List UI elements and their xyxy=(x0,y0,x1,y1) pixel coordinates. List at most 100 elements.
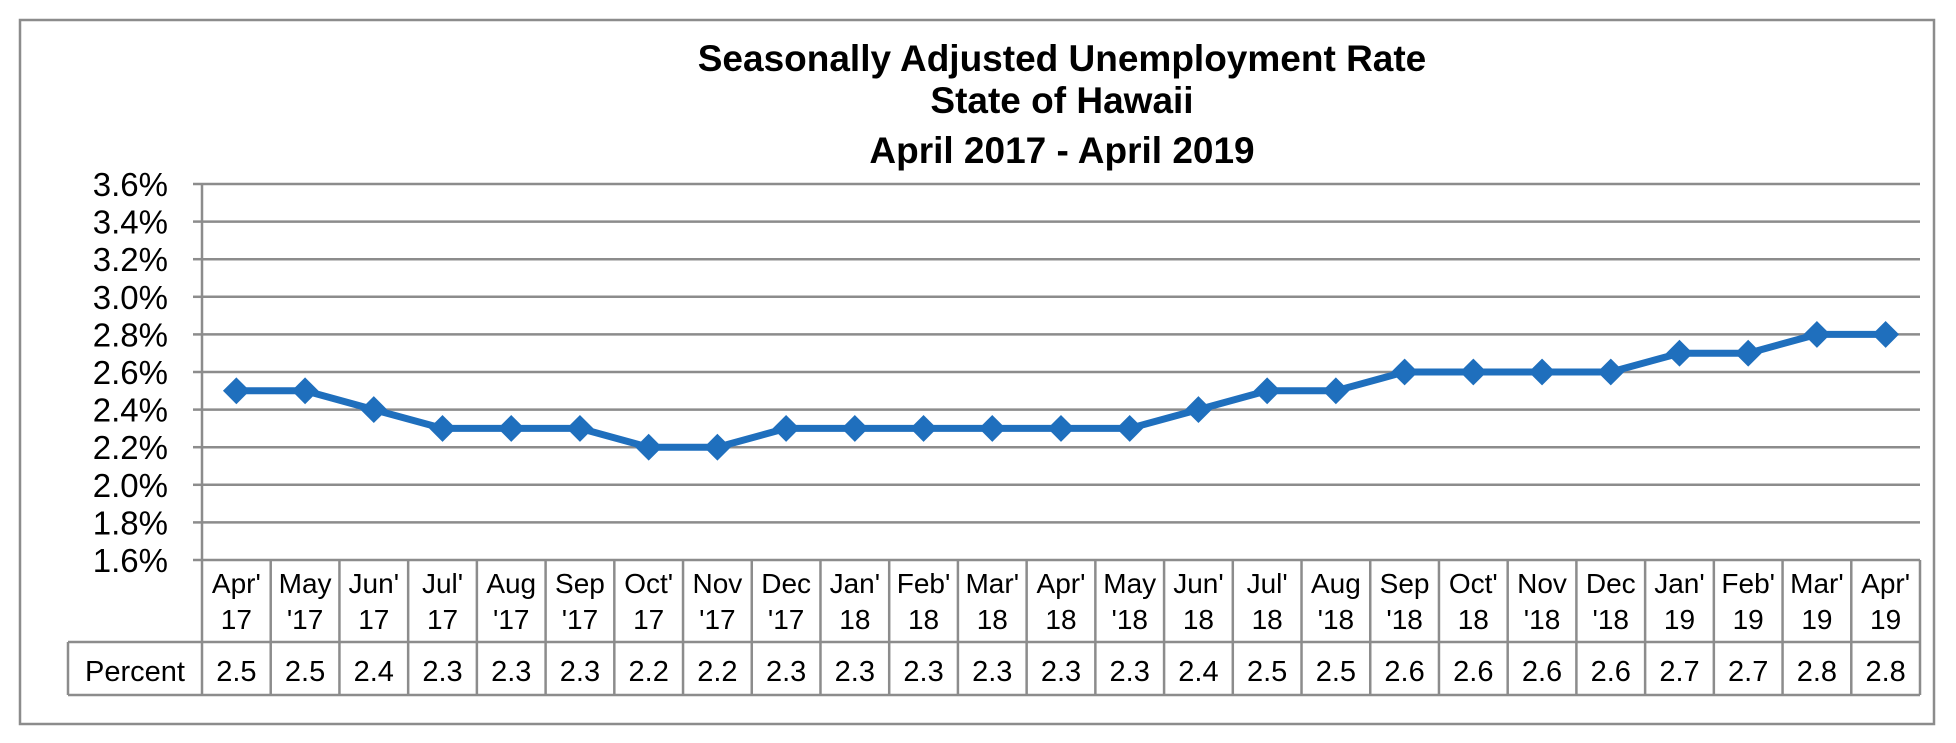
y-tick-label: 2.4% xyxy=(93,392,168,429)
y-tick-label: 3.2% xyxy=(93,241,168,278)
x-tick-label: Jul' xyxy=(422,568,463,599)
data-point-marker xyxy=(1116,414,1144,442)
data-point-marker xyxy=(1047,414,1075,442)
table-value-cell: 2.3 xyxy=(422,656,462,688)
table-value-cell: 2.7 xyxy=(1659,656,1699,688)
x-tick-label: Nov xyxy=(693,568,743,599)
x-tick-label: '18 xyxy=(1111,604,1148,635)
table-value-cell: 2.5 xyxy=(1247,656,1287,688)
x-tick-label: Nov xyxy=(1517,568,1567,599)
table-value-cell: 2.5 xyxy=(216,656,256,688)
data-point-marker xyxy=(1872,320,1900,348)
x-tick-label: 17 xyxy=(221,604,252,635)
x-tick-label: '17 xyxy=(699,604,736,635)
chart-title-line-1: Seasonally Adjusted Unemployment Rate xyxy=(698,38,1427,79)
y-tick-label: 2.6% xyxy=(93,354,168,391)
x-tick-label: 18 xyxy=(1252,604,1283,635)
x-tick-label: 19 xyxy=(1664,604,1695,635)
data-point-marker xyxy=(841,414,869,442)
y-tick-label: 3.6% xyxy=(93,166,168,203)
table-value-cell: 2.3 xyxy=(491,656,531,688)
table-value-cell: 2.3 xyxy=(560,656,600,688)
x-tick-label: 18 xyxy=(1458,604,1489,635)
data-point-marker xyxy=(429,414,456,442)
data-point-marker xyxy=(1253,377,1281,405)
table-value-cell: 2.3 xyxy=(903,656,943,688)
table-value-cell: 2.8 xyxy=(1797,656,1837,688)
data-point-marker xyxy=(1528,358,1556,386)
table-value-cell: 2.6 xyxy=(1453,656,1493,688)
data-point-marker xyxy=(772,414,800,442)
table-value-cell: 2.6 xyxy=(1591,656,1631,688)
data-point-marker xyxy=(1734,339,1762,367)
x-tick-label: 19 xyxy=(1870,604,1901,635)
chart-title-line-3: April 2017 - April 2019 xyxy=(869,130,1254,171)
table-value-cell: 2.6 xyxy=(1384,656,1424,688)
y-tick-label: 2.8% xyxy=(93,316,168,353)
x-tick-label: 17 xyxy=(358,604,389,635)
y-tick-label: 3.4% xyxy=(93,204,168,241)
x-tick-label: 17 xyxy=(633,604,664,635)
data-point-marker xyxy=(291,377,319,405)
x-tick-label: '17 xyxy=(562,604,599,635)
data-table: Percent Apr' 17 2.5 May '17 2.5 Jun' 17 2.4 Jul' 17… xyxy=(66,558,1922,697)
data-point-marker xyxy=(566,414,594,442)
data-point-marker xyxy=(1459,358,1487,386)
y-tick-label: 1.8% xyxy=(93,504,168,541)
table-value-cell: 2.3 xyxy=(1041,656,1081,688)
x-tick-label: May xyxy=(279,568,332,599)
x-tick-label: Mar' xyxy=(1790,568,1844,599)
table-value-cell: 2.4 xyxy=(354,656,394,688)
x-tick-label: Apr' xyxy=(1037,568,1086,599)
x-tick-label: '17 xyxy=(287,604,324,635)
x-tick-label: Apr' xyxy=(1861,568,1910,599)
data-point-marker xyxy=(1597,358,1625,386)
x-tick-label: Jul' xyxy=(1247,568,1288,599)
x-tick-label: Aug xyxy=(1311,568,1361,599)
x-tick-label: 17 xyxy=(427,604,458,635)
x-tick-label: 18 xyxy=(1045,604,1076,635)
x-tick-label: Jan' xyxy=(1654,568,1705,599)
chart-title-line-2: State of Hawaii xyxy=(930,80,1193,121)
data-point-marker xyxy=(1666,339,1693,367)
data-point-marker xyxy=(1803,320,1831,348)
data-point-marker xyxy=(360,396,388,424)
y-axis-ticks: 1.6%1.8%2.0%2.2%2.4%2.6%2.8%3.0%3.2%3.4%… xyxy=(93,166,204,579)
x-tick-label: 18 xyxy=(839,604,870,635)
data-point-marker xyxy=(497,414,525,442)
x-tick-label: 18 xyxy=(977,604,1008,635)
data-point-marker xyxy=(222,377,250,405)
gridlines xyxy=(202,182,1920,524)
table-row-label: Percent xyxy=(85,656,185,688)
x-tick-label: Dec xyxy=(761,568,811,599)
x-tick-label: 18 xyxy=(1183,604,1214,635)
x-tick-label: Jun' xyxy=(349,568,400,599)
x-tick-label: 18 xyxy=(908,604,939,635)
x-tick-label: Mar' xyxy=(965,568,1019,599)
x-tick-label: Aug xyxy=(486,568,536,599)
x-tick-label: Jan' xyxy=(830,568,881,599)
x-tick-label: '18 xyxy=(1593,604,1630,635)
x-tick-label: Apr' xyxy=(212,568,261,599)
data-point-marker xyxy=(1185,396,1212,424)
table-value-cell: 2.3 xyxy=(835,656,875,688)
data-point-marker xyxy=(978,414,1006,442)
data-point-marker xyxy=(1391,358,1419,386)
table-value-cell: 2.5 xyxy=(1316,656,1356,688)
data-point-marker xyxy=(910,414,937,442)
x-tick-label: 19 xyxy=(1801,604,1832,635)
x-tick-label: Sep xyxy=(1380,568,1430,599)
data-point-marker xyxy=(635,433,663,461)
y-tick-label: 2.0% xyxy=(93,467,168,504)
table-value-cell: 2.3 xyxy=(766,656,806,688)
table-value-cell: 2.6 xyxy=(1522,656,1562,688)
data-point-marker xyxy=(1322,377,1350,405)
series-percent xyxy=(222,320,1900,461)
table-value-cell: 2.5 xyxy=(285,656,325,688)
x-tick-label: Oct' xyxy=(624,568,673,599)
table-value-cell: 2.2 xyxy=(629,656,669,688)
x-tick-label: Dec xyxy=(1586,568,1636,599)
x-tick-label: '17 xyxy=(493,604,530,635)
y-tick-label: 1.6% xyxy=(93,542,168,579)
